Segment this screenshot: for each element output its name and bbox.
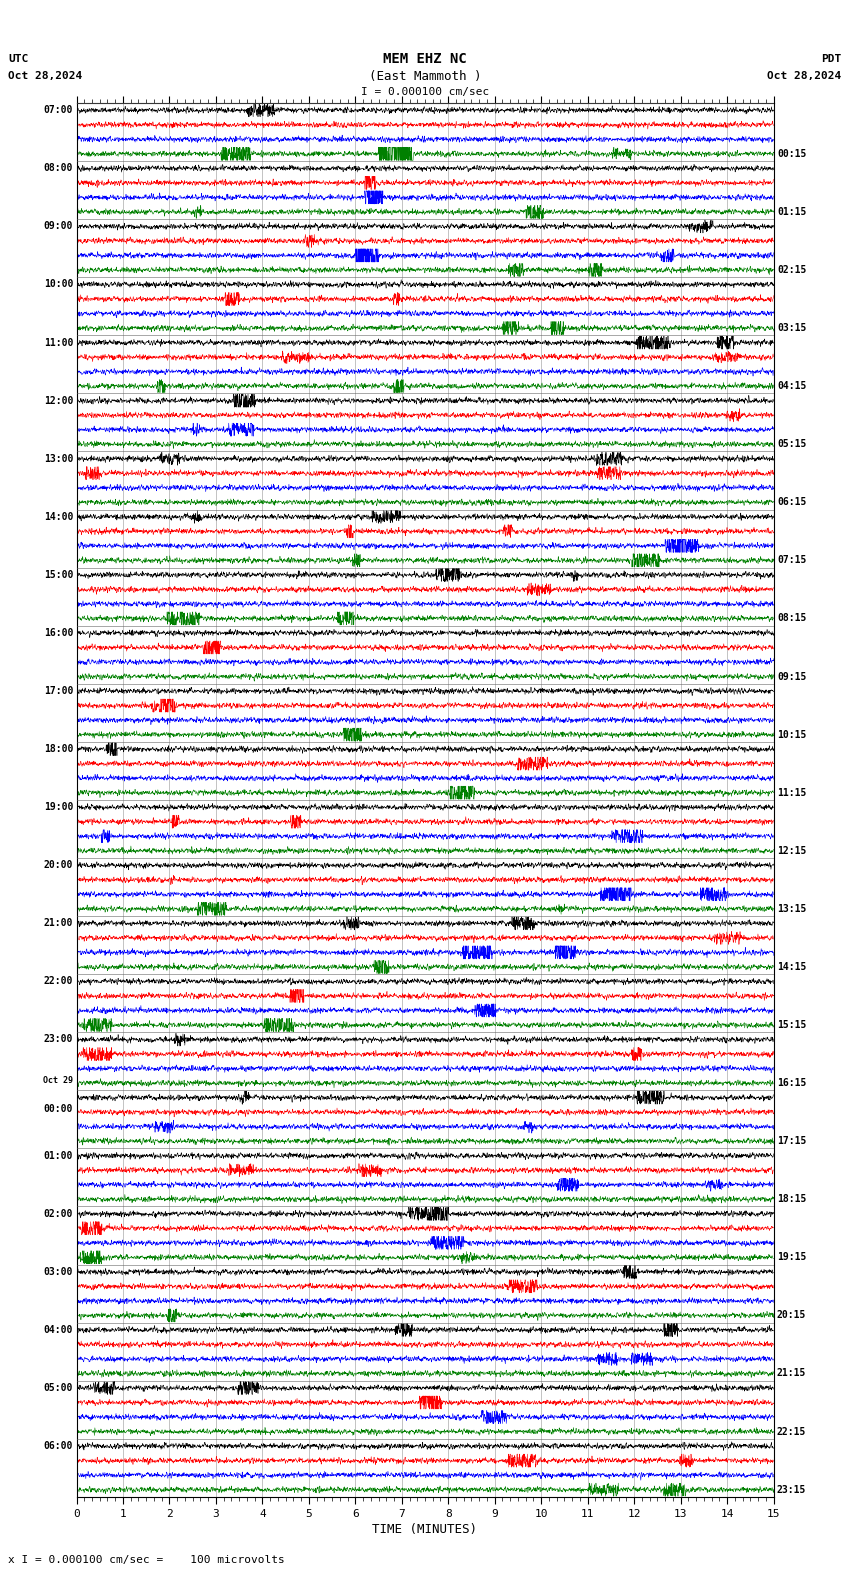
Text: MEM EHZ NC: MEM EHZ NC — [383, 52, 467, 67]
Text: Oct 28,2024: Oct 28,2024 — [8, 71, 82, 81]
Text: 23:15: 23:15 — [777, 1484, 807, 1495]
Text: 20:15: 20:15 — [777, 1310, 807, 1321]
Text: I = 0.000100 cm/sec: I = 0.000100 cm/sec — [361, 87, 489, 97]
Text: 19:00: 19:00 — [43, 802, 73, 813]
Text: 13:00: 13:00 — [43, 453, 73, 464]
Text: 00:15: 00:15 — [777, 149, 807, 158]
Text: 23:00: 23:00 — [43, 1034, 73, 1044]
Text: 17:15: 17:15 — [777, 1136, 807, 1147]
Text: PDT: PDT — [821, 54, 842, 63]
Text: 10:15: 10:15 — [777, 730, 807, 740]
Text: 11:15: 11:15 — [777, 787, 807, 798]
Text: 07:00: 07:00 — [43, 105, 73, 116]
Text: 15:00: 15:00 — [43, 570, 73, 580]
Text: 08:15: 08:15 — [777, 613, 807, 624]
Text: 13:15: 13:15 — [777, 904, 807, 914]
Text: 09:15: 09:15 — [777, 672, 807, 681]
Text: 22:15: 22:15 — [777, 1427, 807, 1437]
Text: 04:00: 04:00 — [43, 1324, 73, 1335]
Text: UTC: UTC — [8, 54, 29, 63]
Text: 08:00: 08:00 — [43, 163, 73, 173]
Text: 10:00: 10:00 — [43, 279, 73, 290]
Text: 06:00: 06:00 — [43, 1441, 73, 1451]
Text: 00:00: 00:00 — [43, 1104, 73, 1114]
Text: 12:15: 12:15 — [777, 846, 807, 855]
Text: 09:00: 09:00 — [43, 222, 73, 231]
Text: 14:00: 14:00 — [43, 512, 73, 521]
Text: 02:15: 02:15 — [777, 265, 807, 276]
Text: 11:00: 11:00 — [43, 337, 73, 347]
Text: 03:15: 03:15 — [777, 323, 807, 333]
Text: 06:15: 06:15 — [777, 497, 807, 507]
Text: 16:15: 16:15 — [777, 1079, 807, 1088]
Text: Oct 28,2024: Oct 28,2024 — [768, 71, 842, 81]
Text: 17:00: 17:00 — [43, 686, 73, 695]
Text: 05:00: 05:00 — [43, 1383, 73, 1392]
Text: 14:15: 14:15 — [777, 961, 807, 973]
Text: 12:00: 12:00 — [43, 396, 73, 406]
Text: 18:15: 18:15 — [777, 1194, 807, 1204]
Text: 01:15: 01:15 — [777, 208, 807, 217]
Text: 04:15: 04:15 — [777, 382, 807, 391]
Text: 16:00: 16:00 — [43, 627, 73, 638]
Text: 01:00: 01:00 — [43, 1150, 73, 1161]
Text: 20:00: 20:00 — [43, 860, 73, 870]
Text: 21:00: 21:00 — [43, 919, 73, 928]
Text: x I = 0.000100 cm/sec =    100 microvolts: x I = 0.000100 cm/sec = 100 microvolts — [8, 1555, 286, 1565]
Text: 18:00: 18:00 — [43, 744, 73, 754]
Text: 21:15: 21:15 — [777, 1369, 807, 1378]
Text: Oct 29: Oct 29 — [43, 1077, 73, 1085]
Text: 02:00: 02:00 — [43, 1209, 73, 1218]
Text: (East Mammoth ): (East Mammoth ) — [369, 70, 481, 82]
Text: 19:15: 19:15 — [777, 1253, 807, 1262]
Text: 15:15: 15:15 — [777, 1020, 807, 1030]
Text: 07:15: 07:15 — [777, 556, 807, 565]
Text: 22:00: 22:00 — [43, 976, 73, 987]
Text: 05:15: 05:15 — [777, 439, 807, 450]
X-axis label: TIME (MINUTES): TIME (MINUTES) — [372, 1522, 478, 1536]
Text: 03:00: 03:00 — [43, 1267, 73, 1277]
